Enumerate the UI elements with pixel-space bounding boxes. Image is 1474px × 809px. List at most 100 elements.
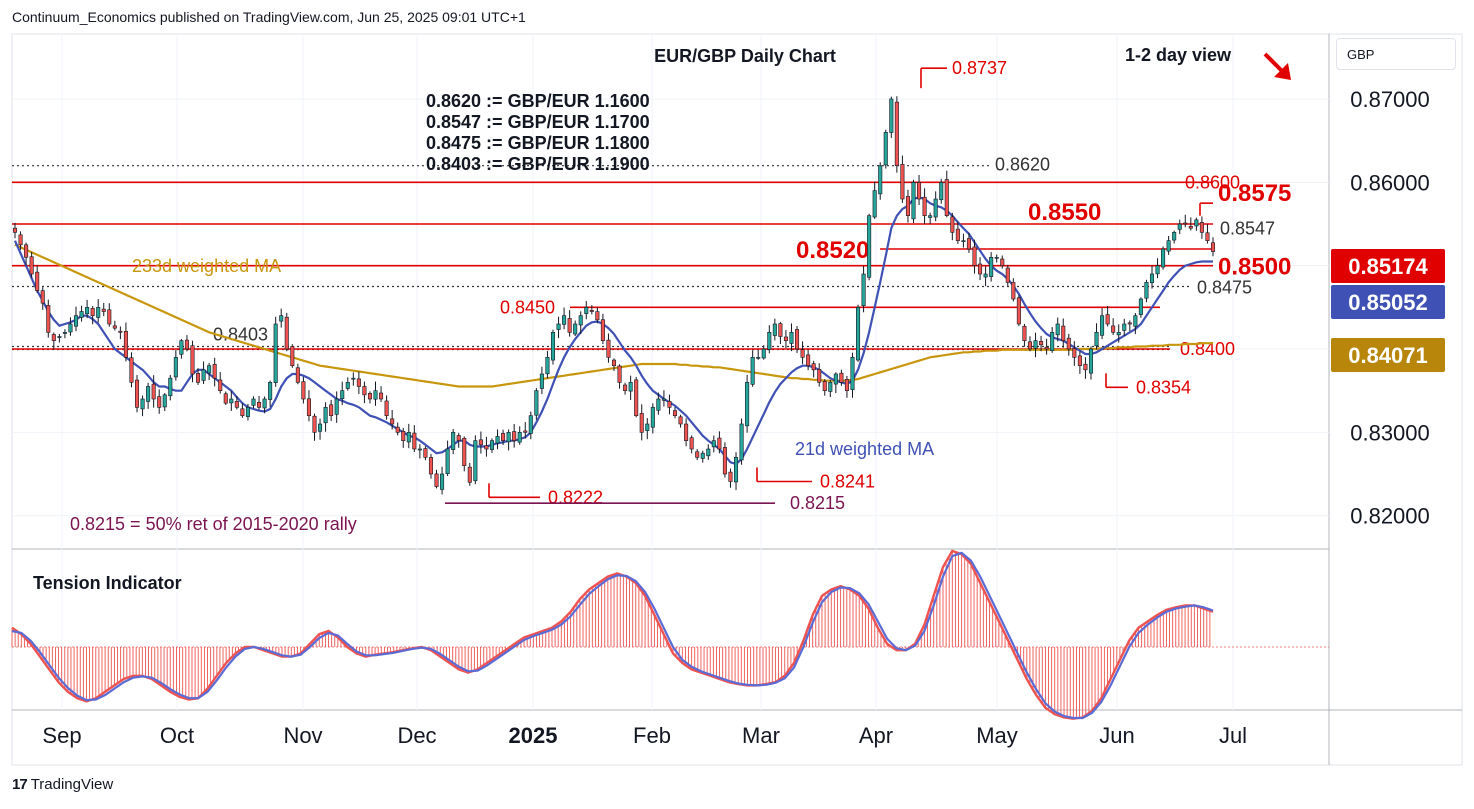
publisher-line: Continuum_Economics published on Trading… bbox=[12, 9, 526, 25]
candle-body bbox=[318, 423, 323, 432]
candle-body bbox=[229, 398, 234, 404]
candle-body bbox=[273, 323, 278, 383]
candle-body bbox=[1138, 298, 1143, 315]
annotation-label: 0.8241 bbox=[820, 472, 875, 492]
footer-brand[interactable]: 17 TradingView bbox=[12, 776, 113, 793]
candle-body bbox=[279, 315, 284, 322]
candle-body bbox=[1039, 341, 1044, 346]
candle-body bbox=[978, 263, 983, 275]
candle-body bbox=[85, 307, 90, 315]
candle-body bbox=[478, 439, 483, 446]
candle-body bbox=[1116, 332, 1121, 336]
candle-body bbox=[1210, 242, 1216, 252]
candle-body bbox=[1000, 258, 1005, 266]
price-badge bbox=[1331, 249, 1445, 283]
candle-body bbox=[1172, 232, 1177, 241]
candle-body bbox=[1205, 232, 1210, 241]
candle-body bbox=[495, 436, 500, 444]
candle-body bbox=[345, 382, 350, 389]
candle-body bbox=[756, 357, 761, 359]
candle-body bbox=[179, 340, 184, 355]
annotations: 0.8737 0.8354 0.8241 0.8222 0.8215 bbox=[445, 58, 1191, 513]
candle-body bbox=[423, 448, 428, 458]
annotation-label: 0.8354 bbox=[1136, 377, 1191, 397]
conversion-line: 0.8620 := GBP/EUR 1.1600 bbox=[426, 91, 650, 111]
candle-body bbox=[501, 433, 506, 441]
annotation-label: 0.8737 bbox=[952, 58, 1007, 78]
candle-body bbox=[1044, 346, 1049, 350]
candle-body bbox=[722, 447, 727, 475]
candle-body bbox=[578, 315, 583, 326]
candle-body bbox=[795, 329, 800, 350]
conversion-line: 0.8475 := GBP/EUR 1.1800 bbox=[426, 133, 650, 153]
candle-body bbox=[57, 336, 62, 338]
candle-body bbox=[35, 271, 40, 291]
candle-body bbox=[1061, 325, 1066, 341]
candle-body bbox=[68, 323, 73, 333]
candle-body bbox=[523, 430, 528, 433]
candle-body bbox=[434, 473, 439, 487]
candle-body bbox=[29, 256, 34, 275]
candle-body bbox=[856, 307, 861, 361]
candle-body bbox=[800, 349, 805, 358]
candle-body bbox=[1055, 323, 1060, 336]
candle-body bbox=[733, 457, 739, 483]
candle-body bbox=[600, 319, 605, 341]
candle-body bbox=[1027, 341, 1032, 350]
candle-body bbox=[850, 357, 855, 391]
candle-body bbox=[711, 440, 716, 448]
candle-body bbox=[822, 381, 827, 391]
candle-body bbox=[218, 379, 223, 391]
currency-selector[interactable]: GBP bbox=[1336, 38, 1456, 70]
candle-body bbox=[62, 332, 67, 334]
candle-body bbox=[1011, 282, 1016, 300]
candle-body bbox=[911, 182, 916, 220]
level-label: 0.8450 bbox=[500, 297, 555, 317]
candle-body bbox=[623, 384, 628, 391]
candle-body bbox=[395, 426, 400, 433]
candle-body bbox=[611, 359, 617, 366]
candle-body bbox=[1088, 348, 1094, 374]
candle-body bbox=[928, 215, 933, 218]
candle-body bbox=[628, 382, 633, 392]
candle-body bbox=[484, 445, 489, 450]
candle-body bbox=[695, 451, 700, 458]
candle-body bbox=[73, 315, 79, 327]
candle-body bbox=[207, 365, 212, 374]
candle-body bbox=[745, 382, 750, 427]
candle-body bbox=[634, 379, 639, 416]
x-tick-label: Jun bbox=[1099, 723, 1134, 748]
candle-body bbox=[506, 432, 511, 443]
candle-body bbox=[112, 325, 117, 329]
candle-body bbox=[1005, 267, 1010, 283]
candle-body bbox=[972, 246, 977, 266]
candle-body bbox=[212, 364, 217, 379]
candle-body bbox=[1161, 248, 1166, 268]
candle-body bbox=[1149, 273, 1155, 284]
x-tick-label: 2025 bbox=[509, 723, 558, 748]
candle-body bbox=[589, 310, 594, 312]
candle-body bbox=[390, 418, 395, 425]
candle-body bbox=[661, 398, 666, 401]
x-tick-label: Dec bbox=[397, 723, 436, 748]
candle-body bbox=[689, 437, 694, 450]
candle-body bbox=[889, 98, 894, 133]
level-label: 0.8547 bbox=[1220, 219, 1275, 239]
y-tick-label: 0.82000 bbox=[1350, 504, 1430, 529]
level-label: 0.8400 bbox=[1180, 339, 1235, 359]
candle-body bbox=[983, 273, 988, 278]
candle-body bbox=[351, 377, 356, 380]
candle-body bbox=[672, 410, 678, 416]
candle-body bbox=[512, 431, 517, 441]
candle-body bbox=[573, 323, 578, 335]
conversion-line: 0.8547 := GBP/EUR 1.1700 bbox=[426, 112, 650, 132]
tension-label: Tension Indicator bbox=[33, 573, 182, 593]
candle-body bbox=[1077, 355, 1082, 366]
candle-body bbox=[268, 382, 273, 400]
candle-body bbox=[412, 432, 417, 450]
candle-body bbox=[79, 311, 84, 318]
price-badge-label: 0.85052 bbox=[1348, 290, 1428, 315]
candle-body bbox=[1094, 332, 1099, 347]
candle-body bbox=[223, 393, 228, 404]
candle-body bbox=[379, 392, 384, 400]
